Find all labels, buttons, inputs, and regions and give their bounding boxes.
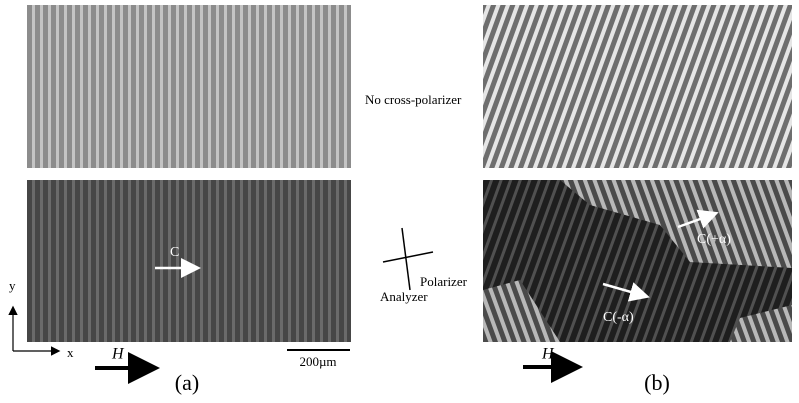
polarizer-line — [383, 252, 433, 262]
analyzer-line — [402, 228, 410, 290]
field-label: H — [111, 346, 125, 363]
axis-y-label: y — [9, 278, 16, 293]
note: No cross-polarizer — [365, 92, 462, 107]
panel-label: (b) — [644, 370, 670, 395]
scale-bar-label: 200µm — [299, 354, 336, 369]
micrograph — [27, 5, 351, 168]
axis-x-label: x — [67, 345, 74, 360]
field-label: H — [541, 346, 555, 363]
director-label: C(-α) — [603, 310, 634, 325]
director-label: C(+α) — [697, 232, 731, 247]
figure: No cross-polarizer C C(+α) C(-α) Polariz… — [0, 0, 799, 403]
director-label: C — [170, 245, 179, 260]
micrograph — [483, 5, 792, 168]
micrograph — [27, 180, 351, 342]
analyzer-label: Analyzer — [380, 289, 428, 304]
polarizer-label: Polarizer — [420, 274, 468, 289]
panel-label: (a) — [175, 370, 199, 395]
